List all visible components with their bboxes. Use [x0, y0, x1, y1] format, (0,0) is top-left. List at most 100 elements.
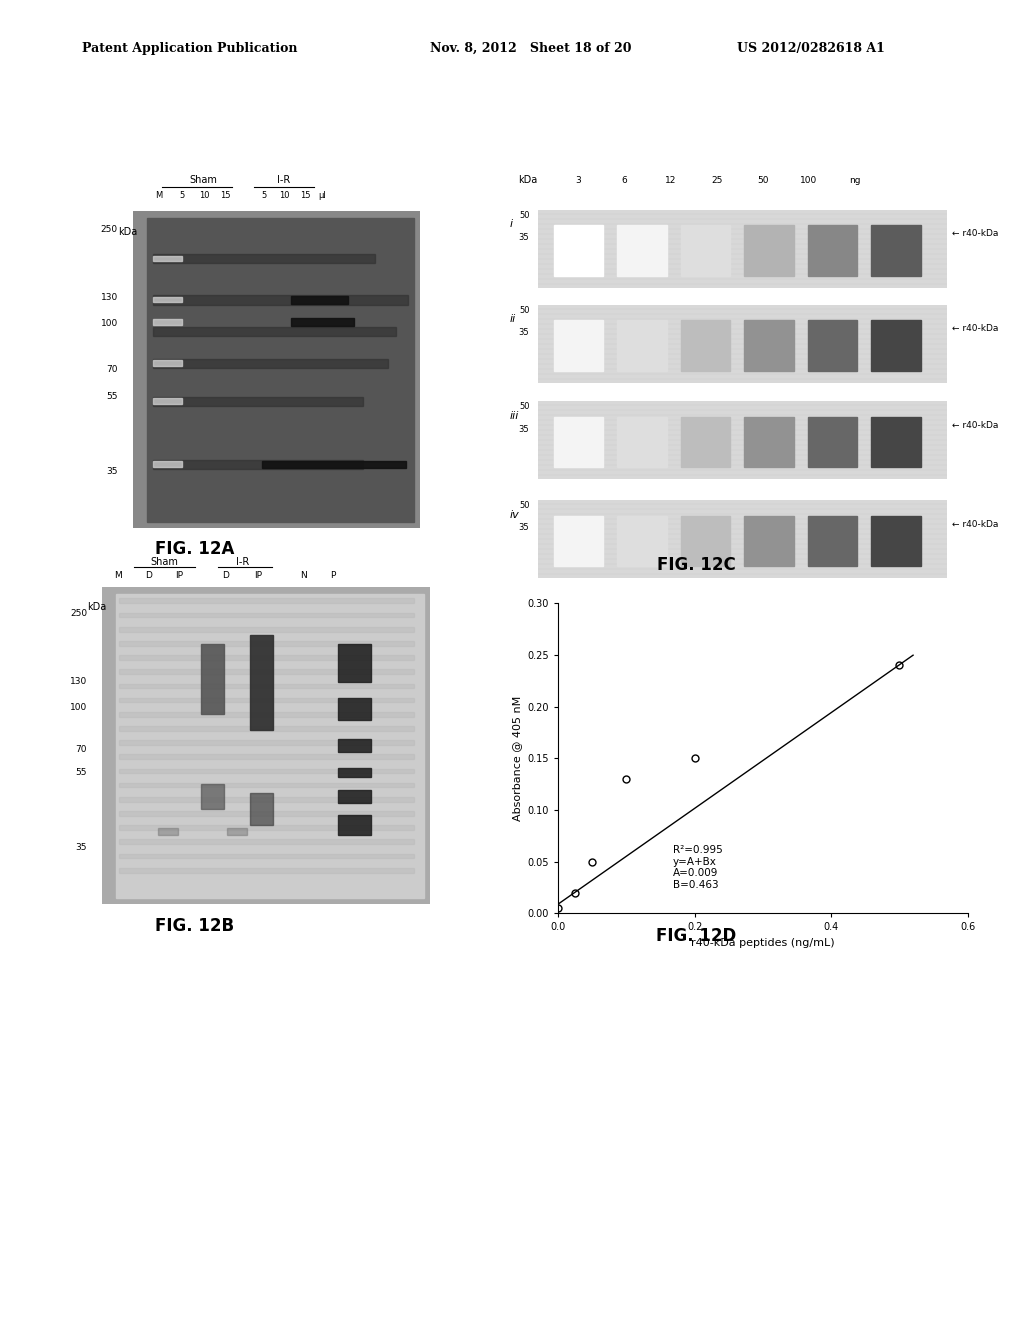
Bar: [119, 840, 414, 845]
Bar: [119, 642, 414, 645]
Text: iii: iii: [510, 411, 519, 421]
Bar: [617, 321, 667, 371]
Text: iv: iv: [510, 510, 520, 520]
Bar: [250, 793, 272, 825]
Bar: [119, 810, 414, 816]
Bar: [808, 321, 857, 371]
Bar: [744, 516, 794, 566]
Bar: [154, 319, 182, 325]
Bar: [617, 417, 667, 467]
Bar: [119, 797, 414, 801]
Text: i: i: [510, 219, 513, 230]
Text: M: M: [114, 572, 122, 581]
Bar: [744, 226, 794, 276]
Bar: [154, 253, 376, 264]
Bar: [158, 828, 178, 834]
Y-axis label: Absorbance @ 405 nM: Absorbance @ 405 nM: [512, 696, 522, 821]
Text: ng: ng: [849, 177, 861, 186]
Bar: [617, 226, 667, 276]
Bar: [338, 791, 371, 803]
Bar: [119, 741, 414, 744]
Bar: [681, 417, 730, 467]
Bar: [338, 739, 371, 752]
Text: FIG. 12C: FIG. 12C: [657, 556, 735, 574]
Bar: [681, 321, 730, 371]
Text: 50: 50: [519, 211, 529, 219]
Bar: [201, 784, 223, 809]
Text: 55: 55: [76, 768, 87, 776]
Text: Sham: Sham: [189, 176, 218, 186]
Text: FIG. 12D: FIG. 12D: [656, 927, 736, 945]
Bar: [119, 684, 414, 688]
Text: 15: 15: [300, 191, 310, 201]
Bar: [681, 226, 730, 276]
Text: kDa: kDa: [118, 227, 137, 238]
Bar: [119, 867, 414, 873]
Text: D: D: [145, 572, 152, 581]
Text: 100: 100: [70, 704, 87, 711]
Bar: [554, 516, 603, 566]
Text: 35: 35: [519, 425, 529, 433]
Text: 12: 12: [665, 177, 677, 186]
Bar: [119, 854, 414, 858]
Bar: [119, 698, 414, 702]
Bar: [154, 296, 409, 305]
Bar: [554, 417, 603, 467]
Text: 50: 50: [519, 502, 529, 510]
Bar: [119, 755, 414, 759]
Text: ← r40-kDa: ← r40-kDa: [952, 520, 998, 528]
Text: kDa: kDa: [87, 602, 106, 612]
Bar: [119, 783, 414, 788]
Bar: [871, 226, 921, 276]
Bar: [871, 321, 921, 371]
Text: R²=0.995
y=A+Bx
A=0.009
B=0.463: R²=0.995 y=A+Bx A=0.009 B=0.463: [673, 845, 723, 890]
Text: 50: 50: [519, 403, 529, 411]
Bar: [154, 256, 182, 261]
Bar: [338, 768, 371, 777]
Text: 35: 35: [106, 467, 118, 475]
Bar: [681, 516, 730, 566]
Bar: [338, 698, 371, 721]
Text: 250: 250: [100, 226, 118, 234]
Bar: [154, 459, 362, 470]
Text: N: N: [300, 572, 306, 581]
Bar: [119, 726, 414, 731]
Text: 3: 3: [575, 177, 582, 186]
Text: 35: 35: [76, 843, 87, 851]
Text: 5: 5: [179, 191, 185, 201]
Bar: [154, 359, 388, 368]
X-axis label: r40-kDa peptides (ng/mL): r40-kDa peptides (ng/mL): [691, 939, 835, 948]
Text: I-R: I-R: [278, 176, 290, 186]
Bar: [227, 828, 247, 834]
Text: kDa: kDa: [518, 176, 537, 186]
Bar: [338, 816, 371, 834]
Bar: [154, 360, 182, 366]
Bar: [744, 321, 794, 371]
Bar: [154, 327, 396, 337]
Text: 50: 50: [519, 306, 529, 314]
Text: D: D: [222, 572, 228, 581]
Text: 130: 130: [70, 677, 87, 685]
Bar: [291, 296, 348, 304]
Text: 50: 50: [757, 177, 769, 186]
Bar: [262, 461, 406, 469]
Text: 70: 70: [76, 746, 87, 754]
Bar: [119, 669, 414, 675]
Text: M: M: [155, 191, 163, 201]
Text: IP: IP: [175, 572, 183, 581]
Bar: [119, 598, 414, 603]
Text: 15: 15: [220, 191, 230, 201]
Text: 35: 35: [519, 524, 529, 532]
Text: 10: 10: [200, 191, 210, 201]
Bar: [119, 711, 414, 717]
Text: 130: 130: [100, 293, 118, 301]
Text: ← r40-kDa: ← r40-kDa: [952, 421, 998, 429]
Text: 55: 55: [106, 392, 118, 400]
Text: 70: 70: [106, 366, 118, 374]
Text: FIG. 12B: FIG. 12B: [155, 916, 234, 935]
Bar: [871, 516, 921, 566]
Text: ← r40-kDa: ← r40-kDa: [952, 325, 998, 333]
Bar: [201, 644, 223, 714]
Bar: [119, 825, 414, 830]
Text: 250: 250: [70, 610, 87, 618]
